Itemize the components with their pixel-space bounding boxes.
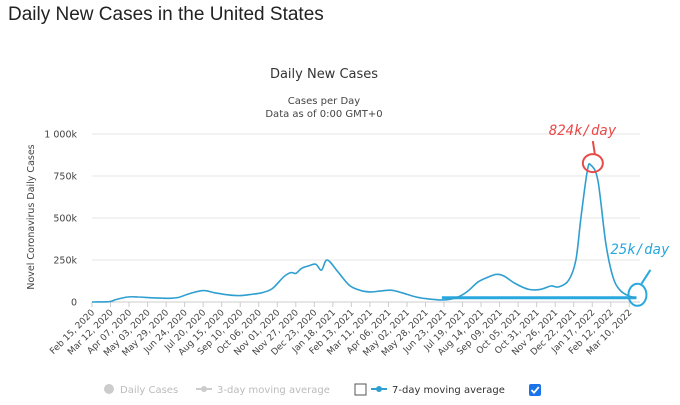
y-tick-label: 750k [53, 172, 77, 183]
series-7-day-moving-average [91, 163, 637, 303]
series-line-7-day [91, 163, 637, 303]
y-axis-label: Novel Coronavirus Daily Cases [26, 144, 37, 289]
legend-3-day-label: 3-day moving average [217, 385, 330, 396]
annotation-arrow-824k [591, 140, 596, 155]
checkbox-7-day-average[interactable] [529, 384, 541, 396]
chart-subtitle-line-2: Data as of 0:00 GMT+0 [265, 109, 382, 120]
page-title: Daily New Cases in the United States [8, 4, 324, 25]
chart-subtitle-line-1: Cases per Day [288, 96, 360, 107]
legend-daily-cases-marker [104, 384, 114, 394]
annotation-25k-label: 25k/day [610, 242, 670, 258]
checkbox-7-day-box [529, 384, 541, 396]
legend-daily-cases-label: Daily Cases [120, 385, 178, 396]
checkbox-3-day-average[interactable] [354, 383, 367, 396]
chart-title: Daily New Cases [270, 67, 378, 82]
annotations: 824k/day 25k/day [549, 123, 670, 307]
legend: Daily Cases 3-day moving average 7-day m… [104, 383, 541, 396]
legend-item-7-day-average[interactable]: 7-day moving average [371, 385, 505, 396]
y-tick-label: 0 [71, 298, 77, 309]
annotation-circle-824k [581, 153, 604, 174]
legend-3-day-marker [201, 386, 207, 392]
y-tick-label: 500k [53, 214, 77, 225]
legend-7-day-label: 7-day moving average [392, 385, 505, 396]
gridlines [91, 133, 640, 307]
annotation-arrow-25k [640, 269, 652, 285]
checkmark-icon [530, 386, 540, 395]
y-tick-label: 250k [53, 256, 77, 267]
y-tick-labels: 0 250k 500k 750k 1 000k [44, 130, 77, 309]
annotation-circle-25k [627, 282, 648, 307]
legend-item-daily-cases[interactable]: Daily Cases [104, 384, 178, 396]
annotation-824k-label: 824k/day [549, 123, 617, 139]
legend-item-3-day-average[interactable]: 3-day moving average [196, 385, 330, 396]
legend-7-day-marker [376, 386, 382, 392]
y-tick-label: 1 000k [44, 130, 77, 141]
